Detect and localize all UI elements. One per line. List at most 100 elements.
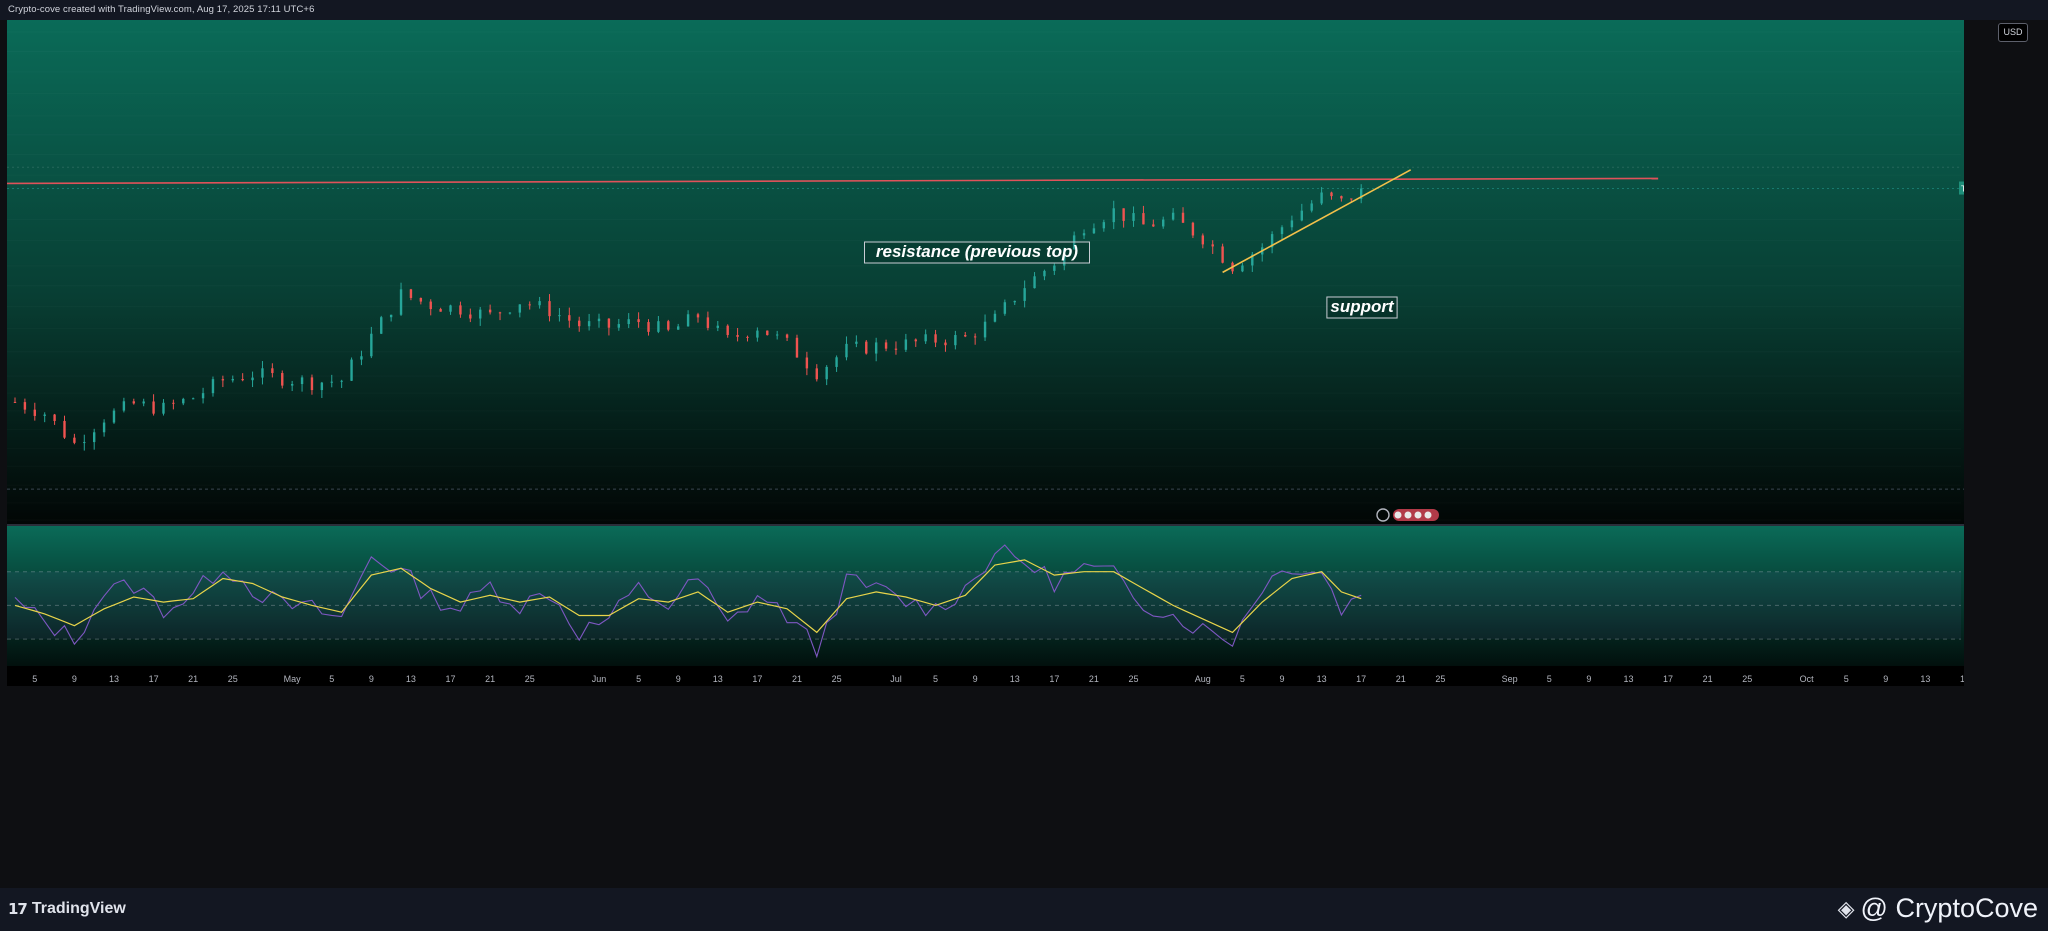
candle [191,397,195,400]
candle-body [1191,222,1195,236]
time-axis-label: 5 [329,674,334,684]
candle-body [647,322,650,332]
candle-body [439,309,442,312]
tradingview-logo[interactable]: 17 TradingView [8,900,126,918]
support-annotation-text: support [1330,297,1395,316]
candle-body [1290,220,1294,228]
candle [775,330,779,340]
candle-body [53,414,56,421]
candle-body [726,325,729,335]
candle [815,364,818,382]
time-axis-label: 21 [792,674,802,684]
candle [251,371,254,388]
candle [1241,262,1244,273]
candle [271,363,274,378]
candle-body [568,315,571,321]
candle [1201,233,1205,249]
candle-body [1033,276,1036,289]
time-axis-label: Aug [1195,674,1211,684]
candle-body [172,402,175,404]
last-price-tag: TOTAL21.61T48:49 [1959,181,1964,195]
candle [459,301,462,318]
candle [1300,203,1304,222]
candle [1063,247,1066,271]
candle [419,297,423,305]
candle [439,307,442,312]
candle-body [558,315,561,317]
candle [558,308,561,322]
candle [1082,229,1086,240]
candle-body [33,409,36,416]
candle [746,335,749,342]
candle-body [488,309,492,313]
candle [1211,240,1214,254]
candle [429,299,432,316]
candle-body [1211,244,1214,247]
candle [488,304,492,315]
candle-body [1359,188,1363,199]
candle-body [637,319,640,323]
candle [835,355,838,372]
time-axis-label: 9 [1586,674,1591,684]
candle [627,313,630,329]
candle-body [1270,234,1274,248]
candle-body [855,341,858,344]
time-axis-label: 17 [446,674,456,684]
candle-body [904,339,908,350]
support-annotation: support [1326,296,1398,319]
candle-body [1013,300,1016,303]
candle [360,350,363,366]
candle [281,370,284,389]
candle [944,339,947,352]
currency-button[interactable]: USD [1998,23,2028,42]
candle-body [538,301,541,306]
candle [647,319,650,336]
currency-label: USD [2003,27,2023,37]
author-brand: ◈ @ CryptoCove [1838,893,2038,924]
price-chart[interactable]: 2.3T2.2T2.1T2T1.9T1.82T1.74T1.66T1.5T1.4… [7,20,1964,686]
candle [172,399,175,410]
candle-body [696,314,700,318]
candle-body [1092,228,1096,234]
candle [33,402,36,421]
candle [617,318,621,331]
time-axis-label: 13 [1317,674,1327,684]
candle-body [429,301,432,310]
time-axis-label: May [284,674,302,684]
candle [1122,208,1125,228]
candle-body [380,317,383,334]
candle-body [993,313,997,322]
main-pane-bg [7,20,1964,524]
candle-body [479,309,482,319]
candle-body [330,381,333,383]
pane-separator [7,524,1964,526]
candle [845,336,848,361]
candle [667,319,670,332]
candle [122,397,126,413]
candle-body [1162,219,1165,227]
candle-body [706,317,710,328]
candle [142,398,145,407]
candle [231,375,234,383]
candle [53,413,56,425]
candle [340,379,343,389]
candle-body [271,368,274,374]
footer-bar: 17 TradingView ◈ @ CryptoCove [0,888,2048,931]
candle [261,361,264,385]
candle [399,282,403,316]
candle-body [607,318,611,328]
candle-body [597,318,601,322]
candle-body [736,334,739,337]
candle-body [399,289,403,315]
time-axis-label: 5 [933,674,938,684]
candle [924,329,927,344]
candle [13,397,17,404]
candle-body [191,398,195,400]
candle-body [508,312,512,314]
candle [686,310,690,327]
candle [538,296,541,309]
time-axis-label: 13 [1623,674,1633,684]
candle [1162,216,1165,229]
candle [954,330,957,350]
candle-body [63,420,66,438]
